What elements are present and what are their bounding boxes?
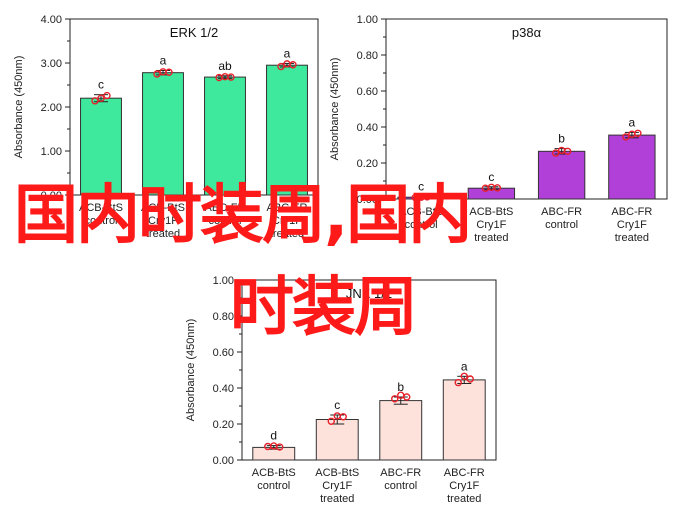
x-tick-label: Cry1F	[449, 480, 479, 492]
bar	[266, 64, 308, 196]
x-tick-label: ABC-FR	[611, 206, 652, 218]
x-tick-label: Cry1F	[322, 480, 352, 492]
x-tick-label: control	[257, 480, 290, 492]
bar	[204, 76, 246, 196]
y-tick-label: 0.40	[357, 122, 378, 134]
x-tick-label: Cry1F	[476, 219, 506, 231]
data-point	[153, 70, 161, 78]
y-tick-label: 1.00	[357, 14, 378, 26]
y-axis-label: Absorbance (450nm)	[329, 58, 341, 161]
x-tick-label: ABC-FR	[380, 467, 421, 479]
data-point	[277, 62, 285, 71]
overlay-text-line1: 国内时装周,国内	[14, 179, 472, 253]
significance-label: a	[461, 359, 468, 373]
significance-label: d	[270, 429, 277, 443]
y-tick-label: 4.00	[41, 14, 62, 26]
y-tick-label: 0.00	[41, 190, 62, 202]
y-tick-label: 0.20	[213, 419, 234, 431]
data-point	[403, 393, 411, 401]
x-tick-label: ACB-BtS	[469, 206, 513, 218]
bar	[80, 97, 122, 196]
x-tick-label: ACB-BtS	[399, 206, 443, 218]
p38-chart: 0.00 0.20 0.40 0.60 0.80 1.00 Absorbance (450n…	[329, 14, 668, 244]
x-tick-label: treated	[615, 232, 649, 244]
data-point	[454, 378, 462, 387]
x-tick-label: control	[208, 215, 241, 227]
chart-title: JNK 1/2	[346, 286, 392, 301]
significance-label: c	[334, 398, 340, 412]
y-tick-label: 1.00	[41, 146, 62, 158]
significance-label: c	[418, 179, 424, 193]
data-point	[103, 91, 111, 100]
x-tick-label: ACB-BtS	[315, 467, 359, 479]
x-tick-label: treated	[474, 232, 508, 244]
x-tick-label: treated	[146, 228, 180, 240]
x-tick-label: ABC-FR	[267, 202, 308, 214]
significance-label: a	[284, 46, 291, 60]
data-point	[423, 193, 431, 201]
y-tick-label: 2.00	[41, 102, 62, 114]
significance-label: a	[160, 53, 167, 67]
y-tick-label: 1.00	[213, 275, 234, 287]
significance-label: c	[488, 170, 494, 184]
erk-chart: 0.00 1.00 2.00 3.00 4.00 Absorbance (450nm) ER…	[13, 14, 319, 240]
data-point	[276, 443, 284, 451]
y-tick-label: 0.80	[357, 50, 378, 62]
y-axis-label: Absorbance (450nm)	[13, 56, 25, 159]
x-tick-label: control	[405, 219, 438, 231]
y-tick-label: 0.60	[357, 86, 378, 98]
bar	[315, 419, 359, 461]
data-point	[466, 375, 474, 383]
bar	[379, 400, 423, 461]
x-tick-label: treated	[270, 228, 304, 240]
significance-label: ab	[218, 59, 232, 73]
data-point	[493, 184, 502, 192]
x-tick-label: Cry1F	[272, 215, 302, 227]
significance-label: c	[98, 78, 104, 92]
bar	[442, 379, 486, 461]
x-tick-label: ABC-FR	[205, 202, 246, 214]
y-tick-label: 0.00	[357, 194, 378, 206]
data-point	[622, 133, 630, 141]
y-tick-label: 0.20	[357, 158, 378, 170]
data-point	[634, 129, 642, 138]
data-point	[391, 395, 399, 403]
chart-title: p38α	[512, 25, 542, 40]
data-point	[551, 149, 560, 157]
data-point	[227, 73, 235, 81]
data-point	[327, 417, 335, 425]
data-point	[339, 413, 347, 421]
x-tick-label: Cry1F	[148, 215, 178, 227]
x-tick-label: control	[545, 219, 578, 231]
y-tick-label: 0.00	[213, 455, 234, 467]
y-axis-label: Absorbance (450nm)	[185, 319, 197, 422]
data-point	[165, 68, 173, 76]
x-tick-label: Cry1F	[617, 219, 647, 231]
y-tick-label: 0.60	[213, 347, 234, 359]
data-point	[97, 94, 105, 102]
chart-title: ERK 1/2	[170, 25, 218, 40]
x-tick-label: treated	[320, 493, 354, 505]
overlay-text-line2: 时装周	[230, 271, 418, 345]
data-point	[563, 147, 572, 156]
y-tick-label: 0.40	[213, 383, 234, 395]
x-tick-label: ACB-BtS	[79, 202, 123, 214]
significance-label: b	[397, 380, 404, 394]
data-point	[91, 97, 99, 105]
x-tick-label: treated	[447, 493, 481, 505]
data-point	[289, 61, 297, 69]
significance-label: b	[558, 132, 565, 146]
y-tick-label: 3.00	[41, 58, 62, 70]
x-tick-label: ACB-BtS	[141, 202, 185, 214]
x-tick-label: ACB-BtS	[252, 467, 296, 479]
x-tick-label: control	[384, 480, 417, 492]
x-tick-label: ABC-FR	[444, 467, 485, 479]
x-tick-label: control	[84, 215, 117, 227]
data-point	[460, 372, 468, 380]
significance-label: a	[629, 115, 636, 129]
x-tick-label: ABC-FR	[541, 206, 582, 218]
y-tick-label: 0.80	[213, 311, 234, 323]
